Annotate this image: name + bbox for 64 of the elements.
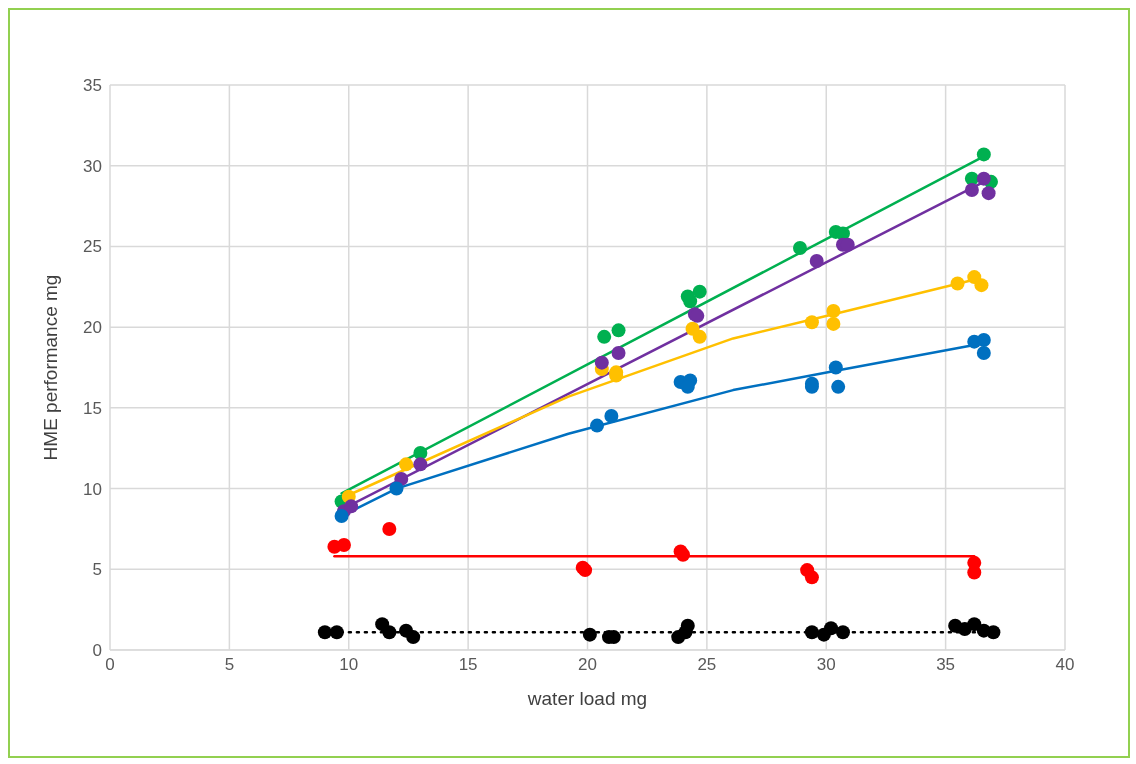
point: [329, 625, 344, 640]
point: [826, 304, 841, 318]
point: [604, 408, 619, 423]
point: [986, 625, 1001, 640]
y-tick-label: 0: [92, 641, 102, 661]
x-tick-label: 15: [458, 655, 478, 675]
point: [692, 284, 707, 299]
x-axis-title: water load mg: [526, 688, 648, 709]
y-tick-label: 10: [83, 479, 102, 499]
point: [967, 565, 982, 580]
point: [950, 276, 965, 291]
point: [336, 538, 351, 553]
y-tick-label: 25: [83, 237, 102, 257]
x-tick-label: 10: [339, 655, 359, 675]
point: [611, 323, 626, 338]
y-tick-label: 5: [92, 560, 102, 580]
point: [389, 481, 404, 496]
x-tick-label: 30: [816, 655, 836, 675]
point: [582, 627, 597, 642]
x-tick-label: 0: [105, 655, 115, 675]
x-tick-label: 35: [936, 655, 956, 675]
point: [804, 625, 819, 640]
point: [683, 294, 698, 309]
point: [831, 379, 846, 394]
x-tick-label: 5: [224, 655, 235, 675]
point: [317, 625, 332, 640]
point: [680, 618, 695, 633]
point: [974, 278, 989, 293]
point: [964, 182, 979, 197]
y-tick-label: 20: [83, 318, 102, 338]
point: [792, 241, 807, 256]
point: [976, 345, 991, 360]
point: [976, 333, 991, 348]
point: [976, 171, 991, 186]
point: [692, 329, 707, 344]
point: [399, 457, 414, 472]
point: [413, 457, 428, 472]
point: [382, 625, 397, 640]
point: [406, 630, 421, 645]
x-tick-label: 25: [697, 655, 717, 675]
point: [382, 521, 397, 536]
point: [590, 418, 605, 433]
point: [976, 147, 991, 162]
point: [804, 315, 819, 330]
point: [594, 355, 609, 370]
y-tick-label: 30: [83, 156, 102, 176]
x-tick-label: 20: [578, 655, 597, 675]
x-tick-label: 40: [1055, 655, 1075, 675]
y-tick-label: 15: [83, 398, 102, 418]
point: [828, 360, 843, 375]
point: [826, 316, 841, 331]
point: [804, 570, 819, 585]
y-tick-label: 35: [83, 76, 102, 96]
point: [967, 617, 982, 632]
point: [334, 509, 349, 524]
point: [835, 625, 850, 640]
point: [611, 345, 626, 360]
point: [981, 186, 996, 201]
point: [809, 253, 824, 268]
point: [413, 446, 428, 461]
y-axis-title: HME performance mg: [39, 274, 61, 461]
point: [597, 329, 612, 344]
point: [344, 499, 359, 514]
point: [824, 621, 839, 636]
